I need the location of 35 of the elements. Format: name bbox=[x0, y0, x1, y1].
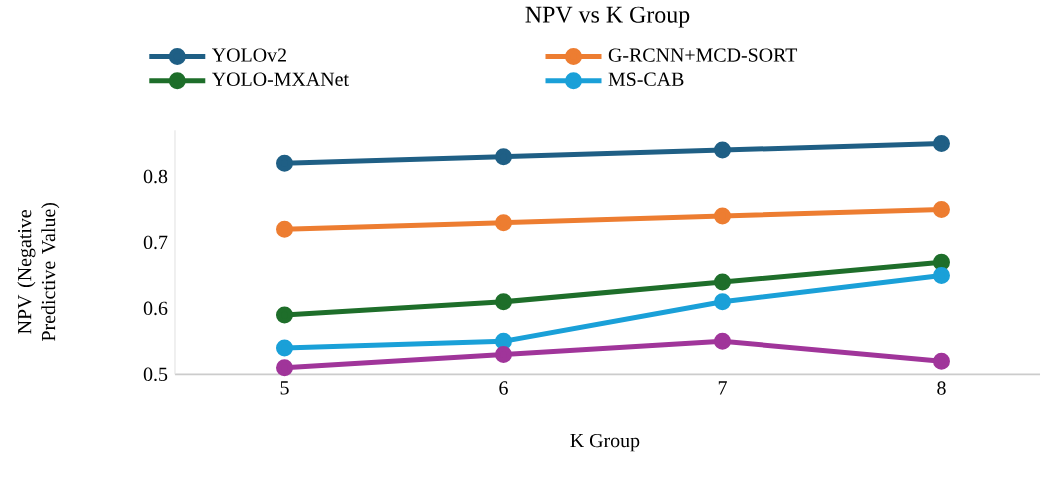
point bbox=[494, 293, 512, 311]
point bbox=[494, 345, 512, 363]
x-tick-label: 7 bbox=[718, 381, 727, 395]
y-tick-label: 0.7 bbox=[143, 235, 168, 250]
x-tick-label: 6 bbox=[499, 381, 508, 395]
legend-label: MS-CAB bbox=[608, 72, 684, 86]
point bbox=[276, 220, 293, 238]
point bbox=[713, 273, 731, 291]
y-tick-label: 0.6 bbox=[143, 301, 168, 315]
point bbox=[276, 339, 293, 357]
point bbox=[932, 200, 950, 218]
point bbox=[713, 332, 731, 350]
point bbox=[713, 293, 731, 311]
point bbox=[932, 266, 950, 284]
point bbox=[713, 141, 731, 159]
point bbox=[494, 213, 512, 231]
chart-title: NPV vs K Group bbox=[525, 6, 690, 28]
x-tick-label: 5 bbox=[280, 381, 289, 395]
point bbox=[494, 148, 512, 166]
point bbox=[932, 253, 950, 271]
point bbox=[276, 306, 293, 324]
point bbox=[276, 359, 293, 377]
y-tick-label: 0.8 bbox=[143, 169, 168, 184]
x-axis-title: K Group bbox=[570, 433, 640, 452]
y-tick-label: 0.5 bbox=[143, 367, 168, 381]
legend-label: G-RCNN+MCD-SORT bbox=[608, 48, 798, 62]
point bbox=[932, 134, 950, 152]
legend-label: YOLO-MXANet bbox=[211, 72, 349, 86]
point bbox=[932, 352, 950, 370]
y-axis-title: NPV (Negative Predictive Value) bbox=[17, 202, 60, 341]
legend-label: YOLOv2 bbox=[211, 48, 286, 62]
point bbox=[276, 154, 293, 172]
x-tick-label: 8 bbox=[937, 381, 946, 395]
point bbox=[494, 332, 512, 350]
point bbox=[713, 207, 731, 225]
